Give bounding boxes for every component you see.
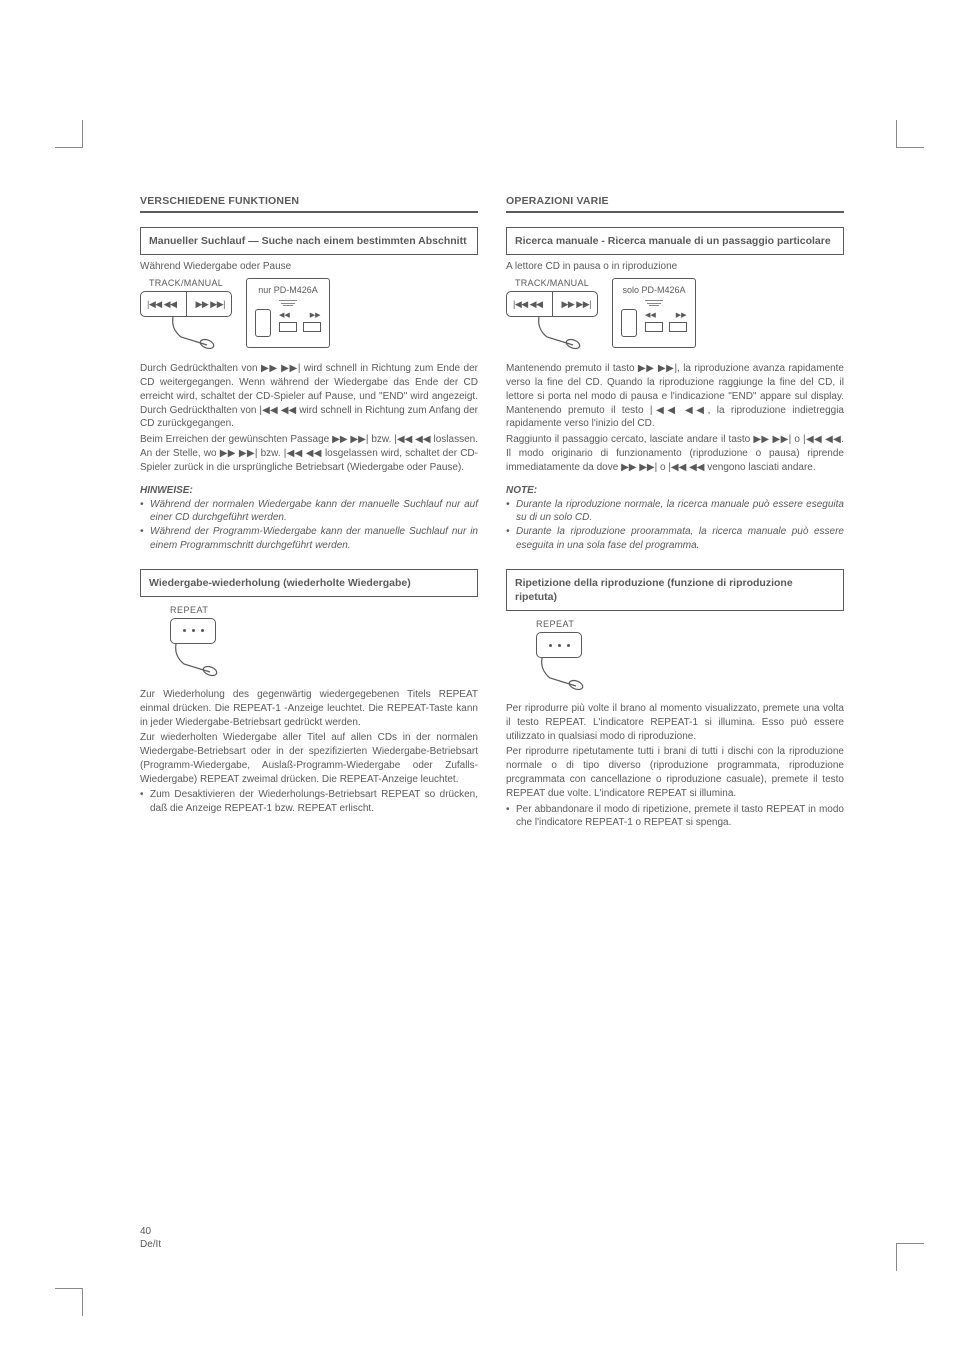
back-small-icon: ◀◀ — [279, 311, 290, 319]
remote-block-it: solo PD-M426A ◀◀ ▶▶ — [612, 278, 696, 348]
list-item: Per abbandonare il modo di ripetizione, … — [506, 803, 844, 831]
para-de-2b: Zur wiederholten Wiedergabe aller Titel … — [140, 731, 478, 786]
repeat-box — [536, 632, 582, 658]
caption-playback-de: Während Wiedergabe oder Pause — [140, 261, 478, 272]
diagram-track-remote-de: TRACK/MANUAL |◀◀ ◀◀ ▶▶ ▶▶| nur PD-M426A — [140, 278, 478, 348]
remote-button — [669, 322, 687, 332]
para-it-2a: Per riprodurre più volte il brano al mom… — [506, 702, 844, 743]
remote-body-icon — [621, 309, 637, 337]
hinweise-label: HINWEISE: — [140, 485, 478, 496]
pointer-icon — [170, 642, 208, 674]
remote-block-de: nur PD-M426A ◀◀ ▶▶ — [246, 278, 330, 348]
remote-label-de: nur PD-M426A — [258, 285, 318, 295]
remote-button — [303, 322, 321, 332]
repeat-diagram-de: REPEAT — [170, 605, 478, 674]
box-repeat-it: Ripetizione della riproduzione (funzione… — [506, 569, 844, 611]
remote-button — [279, 322, 297, 332]
fwd-small-icon: ▶▶ — [676, 311, 687, 319]
fwd-small-icon: ▶▶ — [310, 311, 321, 319]
para-de-1a: Durch Gedrückthalten von ▶▶ ▶▶| wird sch… — [140, 362, 478, 431]
diagram-track-remote-it: TRACK/MANUAL |◀◀ ◀◀ ▶▶ ▶▶| solo PD-M426A — [506, 278, 844, 348]
right-column: OPERAZIONI VARIE Ricerca manuale - Ricer… — [506, 195, 844, 846]
list-item: Durante la riproduzione proorammata, la … — [506, 525, 844, 553]
repeat-label: REPEAT — [170, 605, 208, 615]
para-it-1a: Mantenendo premuto il tasto ▶▶ ▶▶|, la r… — [506, 362, 844, 431]
track-manual-block: TRACK/MANUAL |◀◀ ◀◀ ▶▶ ▶▶| — [506, 278, 598, 347]
section-title-right: OPERAZIONI VARIE — [506, 195, 844, 207]
track-manual-block: TRACK/MANUAL |◀◀ ◀◀ ▶▶ ▶▶| — [140, 278, 232, 347]
remote-label-it: solo PD-M426A — [622, 285, 685, 295]
para-de-2a: Zur Wiederholung des gegenwärtig wiederg… — [140, 688, 478, 729]
ir-icon — [645, 300, 663, 306]
track-control-box: |◀◀ ◀◀ ▶▶ ▶▶| — [140, 291, 232, 317]
back-small-icon: ◀◀ — [645, 311, 656, 319]
forward-icon: ▶▶ ▶▶| — [561, 299, 591, 310]
repeat-label: REPEAT — [536, 619, 574, 629]
pointer-icon — [167, 315, 205, 347]
track-label: TRACK/MANUAL — [515, 278, 589, 288]
box-manual-search-de: Manueller Suchlauf — Suche nach einem be… — [140, 227, 478, 255]
pointer-icon — [536, 656, 574, 688]
section-title-left: VERSCHIEDENE FUNKTIONEN — [140, 195, 478, 207]
bullet-list-de: Zum Desaktivieren der Wiederholungs-Betr… — [140, 788, 478, 816]
track-label: TRACK/MANUAL — [149, 278, 223, 288]
repeat-box — [170, 618, 216, 644]
note-list: Durante la riproduzione normale, la rice… — [506, 498, 844, 553]
remote-button — [645, 322, 663, 332]
divider — [140, 211, 478, 213]
page-lang: De/It — [140, 1238, 161, 1251]
list-item: Durante la riproduzione normale, la rice… — [506, 498, 844, 526]
list-item: Zum Desaktivieren der Wiederholungs-Betr… — [140, 788, 478, 816]
list-item: Während der Programm-Wiedergabe kann der… — [140, 525, 478, 553]
rewind-icon: |◀◀ ◀◀ — [513, 299, 543, 310]
rewind-icon: |◀◀ ◀◀ — [147, 299, 177, 310]
remote-body-icon — [255, 309, 271, 337]
note-label: NOTE: — [506, 485, 844, 496]
para-it-2b: Per riprodurre ripetutamente tutti i bra… — [506, 745, 844, 800]
left-column: VERSCHIEDENE FUNKTIONEN Manueller Suchla… — [140, 195, 478, 846]
para-de-1b: Beim Erreichen der gewünschten Passage ▶… — [140, 433, 478, 474]
caption-playback-it: A lettore CD in pausa o in riproduzione — [506, 261, 844, 272]
page-number: 40 — [140, 1225, 161, 1238]
ir-icon — [279, 300, 297, 306]
box-repeat-de: Wiedergabe-wiederholung (wiederholte Wie… — [140, 569, 478, 597]
repeat-diagram-it: REPEAT — [536, 619, 844, 688]
para-it-1b: Raggiunto il passaggio cercato, lasciate… — [506, 433, 844, 474]
page-footer: 40 De/It — [140, 1225, 161, 1251]
list-item: Während der normalen Wiedergabe kann der… — [140, 498, 478, 526]
divider — [506, 211, 844, 213]
forward-icon: ▶▶ ▶▶| — [195, 299, 225, 310]
box-manual-search-it: Ricerca manuale - Ricerca manuale di un … — [506, 227, 844, 255]
pointer-icon — [533, 315, 571, 347]
track-control-box: |◀◀ ◀◀ ▶▶ ▶▶| — [506, 291, 598, 317]
hinweise-list: Während der normalen Wiedergabe kann der… — [140, 498, 478, 553]
bullet-list-it: Per abbandonare il modo di ripetizione, … — [506, 803, 844, 831]
